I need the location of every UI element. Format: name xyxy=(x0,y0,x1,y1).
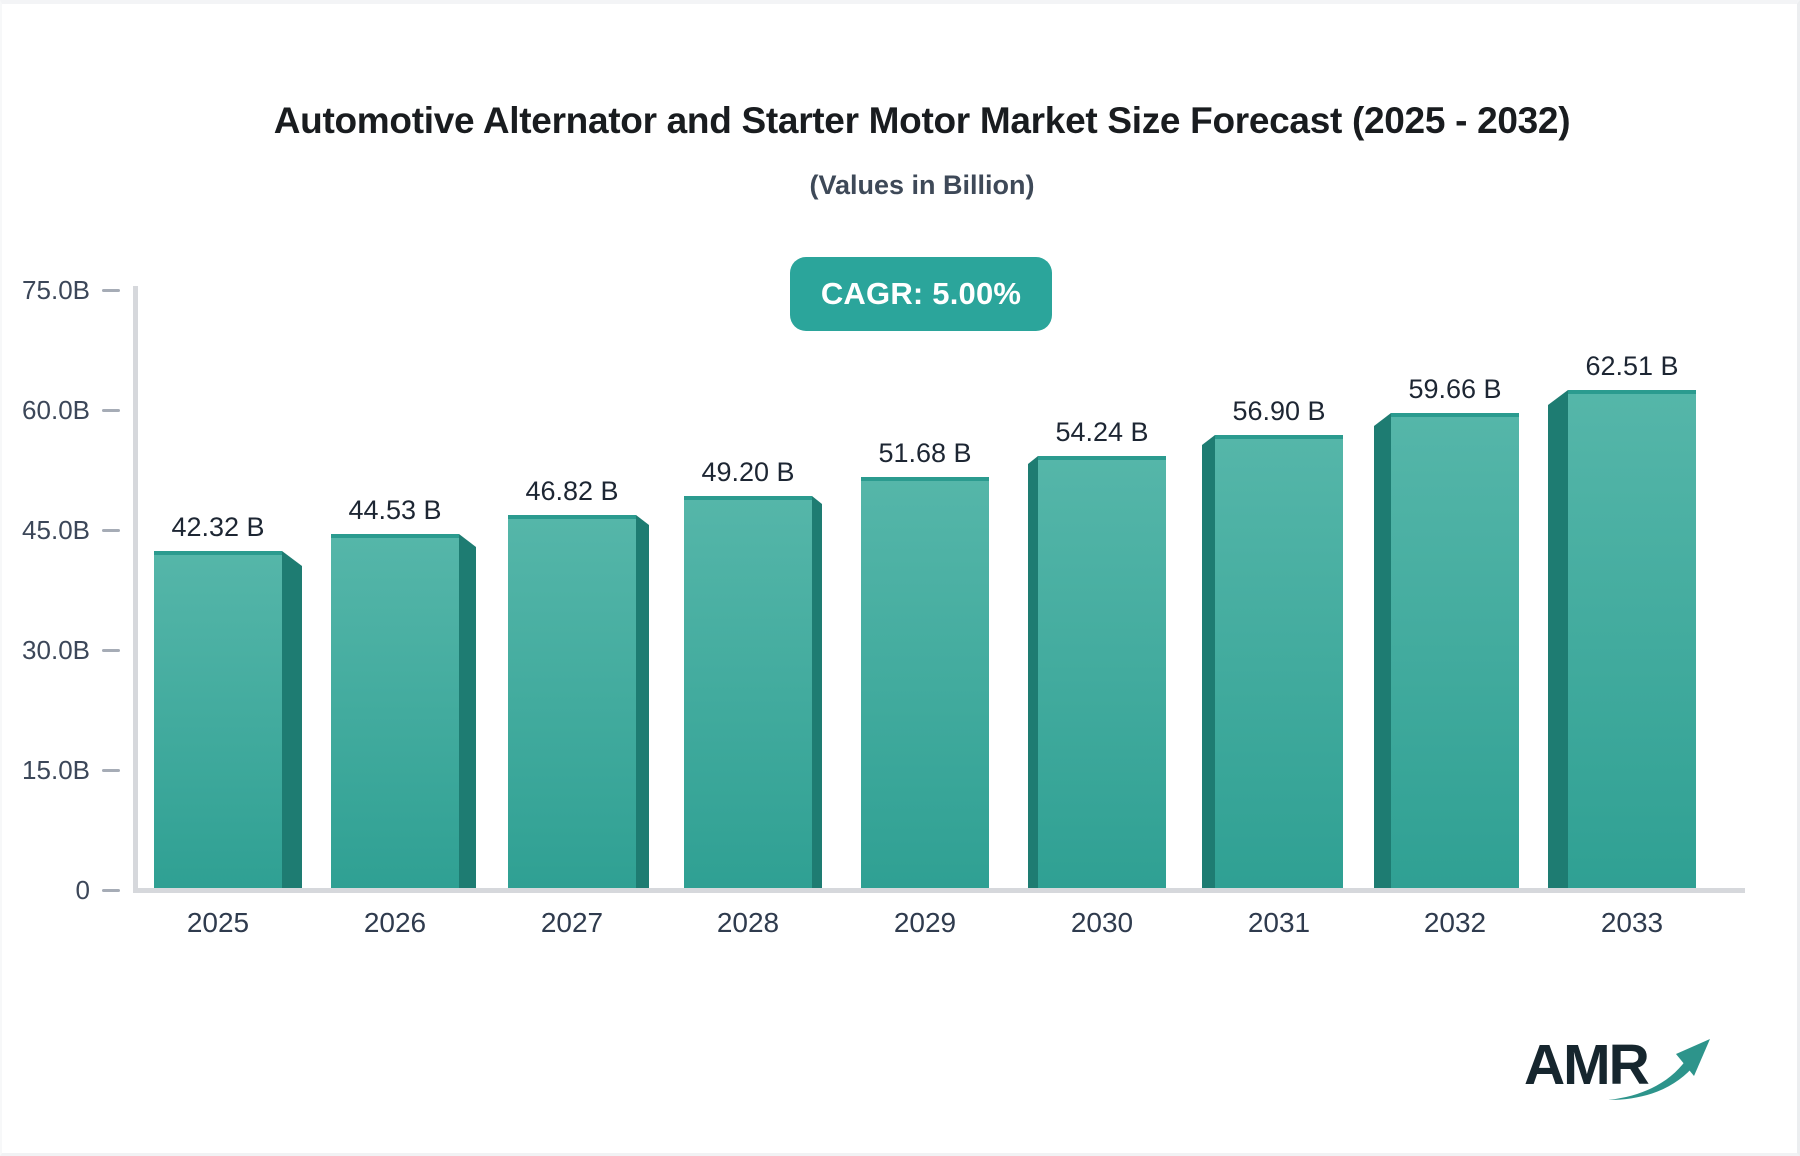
y-tick-label: 45.0B xyxy=(22,515,90,545)
cagr-badge-label: CAGR: 5.00% xyxy=(820,276,1022,311)
y-tick-mark xyxy=(102,889,120,892)
bar-value-label: 42.32 B xyxy=(171,512,265,542)
x-tick-label: 2027 xyxy=(540,907,604,938)
bar-side-2031 xyxy=(1202,435,1215,890)
y-tick-mark xyxy=(102,409,120,412)
bar-2032 xyxy=(1391,413,1519,890)
chart-subtitle: (Values in Billion) xyxy=(809,170,1035,200)
bar-value-label: 54.24 B xyxy=(1055,417,1149,447)
x-tick-label: 2029 xyxy=(893,907,957,938)
bar-value-label: 62.51 B xyxy=(1585,351,1679,381)
bar-value-label: 46.82 B xyxy=(525,476,619,506)
bar-side-2025 xyxy=(282,551,302,890)
chart-title: Automotive Alternator and Starter Motor … xyxy=(273,100,1571,141)
bar-2025 xyxy=(154,551,282,890)
amr-logo-text: AMR xyxy=(1524,1033,1650,1097)
bar-2029 xyxy=(861,477,989,890)
y-tick-mark xyxy=(102,649,120,652)
x-tick-label: 2028 xyxy=(716,907,780,938)
bar-2027 xyxy=(508,515,636,890)
bar-side-2027 xyxy=(636,515,649,890)
cagr-badge: CAGR: 5.00% xyxy=(790,257,1052,331)
bar-side-2026 xyxy=(459,534,476,890)
bar-value-label: 59.66 B xyxy=(1408,374,1502,404)
x-tick-label: 2026 xyxy=(363,907,427,938)
bar-2033 xyxy=(1568,390,1696,890)
y-tick-label: 0 xyxy=(75,875,90,905)
bar-2028 xyxy=(684,496,812,890)
x-tick-label: 2025 xyxy=(186,907,250,938)
x-tick-label: 2032 xyxy=(1423,907,1487,938)
bar-side-2028 xyxy=(812,496,822,890)
y-tick-label: 75.0B xyxy=(22,275,90,305)
bar-value-label: 51.68 B xyxy=(878,438,972,468)
y-tick-mark xyxy=(102,769,120,772)
x-tick-label: 2033 xyxy=(1600,907,1664,938)
y-tick-mark xyxy=(102,529,120,532)
y-tick-label: 30.0B xyxy=(22,635,90,665)
bar-side-2032 xyxy=(1374,413,1391,890)
bar-value-label: 44.53 B xyxy=(348,495,442,525)
y-tick-label: 15.0B xyxy=(22,755,90,785)
bar-side-2030 xyxy=(1028,456,1038,890)
bar-2026 xyxy=(331,534,459,890)
bar-2031 xyxy=(1215,435,1343,890)
x-tick-label: 2030 xyxy=(1070,907,1134,938)
bar-side-2033 xyxy=(1548,390,1568,890)
bar-value-label: 56.90 B xyxy=(1232,396,1326,426)
bar-value-label: 49.20 B xyxy=(701,457,795,487)
y-tick-mark xyxy=(102,289,120,292)
x-tick-label: 2031 xyxy=(1247,907,1311,938)
bar-2030 xyxy=(1038,456,1166,890)
y-tick-label: 60.0B xyxy=(22,395,90,425)
y-axis-line xyxy=(133,286,138,893)
x-axis-line xyxy=(133,888,1745,893)
growth-arrow-icon xyxy=(1608,1039,1710,1100)
amr-logo: AMR xyxy=(1524,1034,1734,1114)
plot-area: 0 15.0B 30.0B 45.0B 60.0B 75.0B 42.32 B 2025 44.… xyxy=(2,4,1797,1153)
